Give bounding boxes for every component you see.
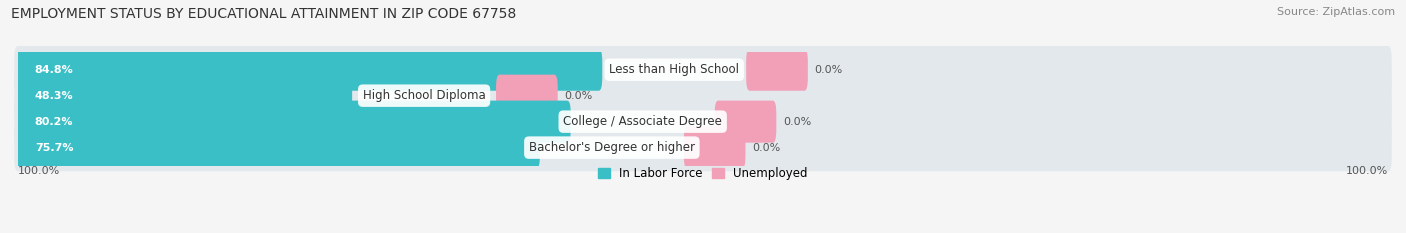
Text: 84.8%: 84.8% (35, 65, 73, 75)
Text: 0.0%: 0.0% (565, 91, 593, 101)
Text: 0.0%: 0.0% (783, 117, 811, 127)
Text: Source: ZipAtlas.com: Source: ZipAtlas.com (1277, 7, 1395, 17)
FancyBboxPatch shape (14, 49, 602, 91)
FancyBboxPatch shape (14, 75, 352, 117)
Text: 0.0%: 0.0% (752, 143, 780, 153)
FancyBboxPatch shape (14, 98, 1392, 145)
Text: 0.0%: 0.0% (814, 65, 844, 75)
FancyBboxPatch shape (747, 49, 808, 91)
Text: EMPLOYMENT STATUS BY EDUCATIONAL ATTAINMENT IN ZIP CODE 67758: EMPLOYMENT STATUS BY EDUCATIONAL ATTAINM… (11, 7, 516, 21)
FancyBboxPatch shape (14, 72, 1392, 119)
Text: College / Associate Degree: College / Associate Degree (564, 115, 723, 128)
Text: 80.2%: 80.2% (35, 117, 73, 127)
Text: 48.3%: 48.3% (35, 91, 73, 101)
Text: High School Diploma: High School Diploma (363, 89, 485, 102)
FancyBboxPatch shape (14, 127, 540, 169)
Text: 75.7%: 75.7% (35, 143, 73, 153)
Text: Bachelor's Degree or higher: Bachelor's Degree or higher (529, 141, 695, 154)
Legend: In Labor Force, Unemployed: In Labor Force, Unemployed (593, 163, 813, 185)
Text: 100.0%: 100.0% (18, 166, 60, 176)
FancyBboxPatch shape (496, 75, 558, 117)
Text: 100.0%: 100.0% (1346, 166, 1388, 176)
FancyBboxPatch shape (683, 127, 745, 169)
FancyBboxPatch shape (14, 124, 1392, 171)
Text: Less than High School: Less than High School (609, 63, 740, 76)
FancyBboxPatch shape (14, 101, 571, 143)
FancyBboxPatch shape (714, 101, 776, 143)
FancyBboxPatch shape (14, 46, 1392, 93)
